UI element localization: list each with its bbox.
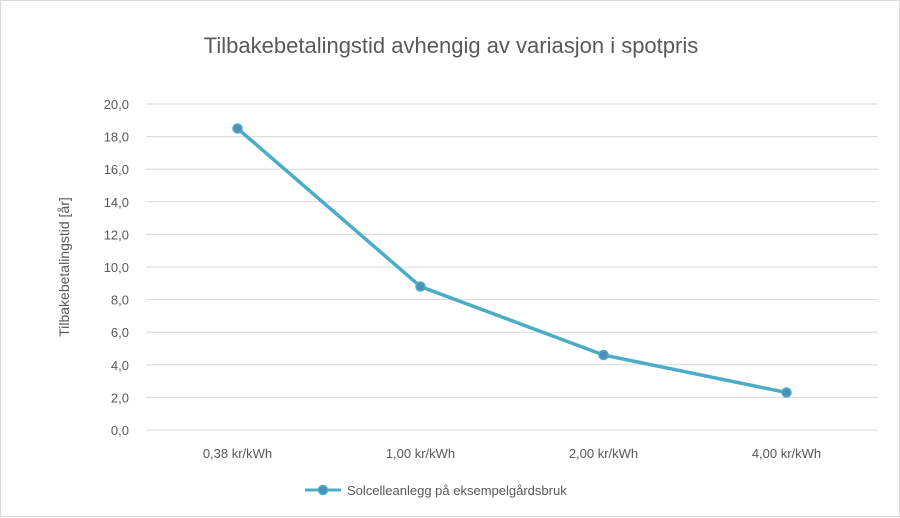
y-axis-label: Tilbakebetalingstid [år] — [56, 197, 72, 337]
data-point — [781, 387, 792, 398]
legend-marker-swatch — [317, 484, 329, 496]
data-point — [232, 123, 243, 134]
x-tick-label: 4,00 kr/kWh — [752, 446, 821, 461]
y-tick-labels: 0,0 2,0 4,0 6,0 8,0 10,0 12,0 14,0 16,0 18,0 20,0 — [104, 97, 129, 438]
y-tick-label: 18,0 — [104, 130, 129, 145]
y-tick-label: 14,0 — [104, 195, 129, 210]
chart-title: Tilbakebetalingstid avhengig av variasjo… — [204, 33, 698, 58]
y-tick-label: 20,0 — [104, 97, 129, 112]
x-tick-labels: 0,38 kr/kWh 1,00 kr/kWh 2,00 kr/kWh 4,00 kr… — [203, 446, 821, 461]
legend-label: Solcelleanlegg på eksempelgårdsbruk — [347, 483, 567, 498]
data-point — [415, 281, 426, 292]
gridlines — [146, 103, 878, 431]
data-point — [598, 349, 609, 361]
y-tick-label: 4,0 — [111, 358, 129, 373]
y-tick-label: 6,0 — [111, 325, 129, 340]
y-tick-label: 16,0 — [104, 162, 129, 177]
legend: Solcelleanlegg på eksempelgårdsbruk — [305, 483, 567, 498]
x-tick-label: 2,00 kr/kWh — [569, 446, 638, 461]
y-tick-label: 2,0 — [111, 390, 129, 405]
y-tick-label: 12,0 — [104, 227, 129, 242]
y-tick-label: 0,0 — [111, 423, 129, 438]
y-tick-label: 8,0 — [111, 293, 129, 308]
x-tick-label: 1,00 kr/kWh — [386, 446, 455, 461]
y-tick-label: 10,0 — [104, 260, 129, 275]
series-group — [232, 123, 792, 398]
series-line — [235, 126, 789, 395]
x-tick-label: 0,38 kr/kWh — [203, 446, 272, 461]
